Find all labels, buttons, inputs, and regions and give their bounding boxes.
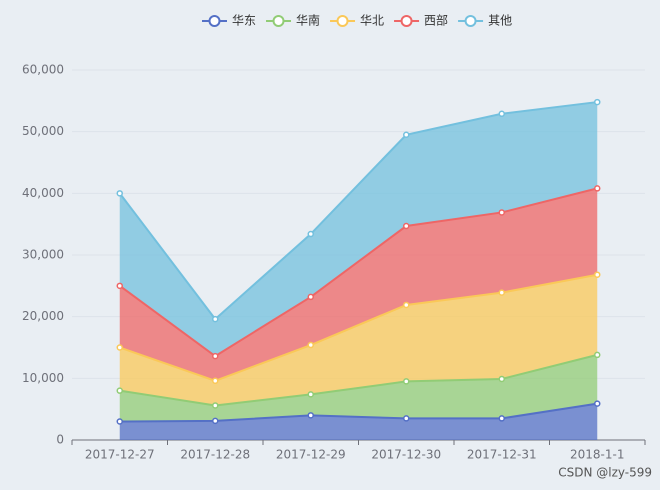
- y-tick-label: 10,000: [22, 371, 64, 385]
- line: [118, 101, 598, 321]
- point: [403, 131, 410, 138]
- legend-label: 华东: [232, 14, 256, 28]
- line: [119, 353, 598, 407]
- point: [498, 375, 505, 383]
- legend-label: 华北: [360, 14, 384, 28]
- point: [594, 98, 601, 106]
- y-tick-label: 60,000: [22, 63, 64, 77]
- point: [212, 315, 219, 323]
- x-tick-label: 2018-1-1: [570, 448, 624, 462]
- point: [403, 301, 410, 309]
- legend-label: 西部: [424, 13, 448, 28]
- x-tick-label: 2017-12-31: [467, 448, 537, 462]
- point: [498, 209, 505, 216]
- point: [116, 282, 123, 290]
- legend-marker: [272, 15, 285, 27]
- point: [307, 391, 314, 398]
- point: [116, 387, 123, 394]
- point: [403, 415, 410, 422]
- x-tick-label: 2017-12-29: [276, 448, 346, 462]
- point: [498, 110, 505, 118]
- watermark: CSDN @lzy-599: [558, 466, 652, 480]
- x-tick-label: 2017-12-27: [85, 448, 155, 462]
- line: [119, 273, 598, 382]
- y-tick-label: 30,000: [22, 248, 64, 262]
- legend-label: 华南: [296, 13, 320, 28]
- point: [594, 271, 601, 278]
- y-tick-label: 40,000: [22, 186, 64, 200]
- point: [498, 415, 505, 422]
- x-tick-label: 2017-12-28: [180, 448, 250, 462]
- y-tick-label: 50,000: [22, 124, 64, 138]
- point: [212, 352, 219, 360]
- point: [403, 378, 410, 385]
- area: [119, 102, 598, 357]
- point: [116, 190, 123, 197]
- legend-label: 其他: [488, 14, 512, 28]
- point: [594, 400, 601, 407]
- point: [307, 230, 314, 238]
- point: [116, 418, 123, 425]
- point: [594, 185, 601, 192]
- point: [212, 402, 219, 409]
- y-tick-label: 0: [56, 433, 64, 447]
- area: [119, 188, 598, 381]
- legend-marker: [400, 15, 413, 27]
- point: [307, 341, 314, 349]
- x-tick-label: 2017-12-30: [371, 448, 441, 462]
- point: [116, 344, 123, 351]
- line: [119, 402, 598, 423]
- point: [403, 222, 410, 230]
- point: [307, 412, 314, 419]
- legend-marker: [208, 15, 221, 27]
- y-tick-label: 20,000: [22, 309, 64, 323]
- line: [119, 187, 598, 358]
- area: [119, 403, 598, 440]
- point: [307, 293, 314, 301]
- legend: 华东 华南 华北 西部 其他: [202, 13, 512, 28]
- point: [212, 377, 219, 385]
- point: [212, 417, 219, 425]
- point: [498, 289, 505, 296]
- legend-marker: [464, 15, 477, 27]
- legend-marker: [336, 15, 349, 27]
- point: [594, 351, 601, 359]
